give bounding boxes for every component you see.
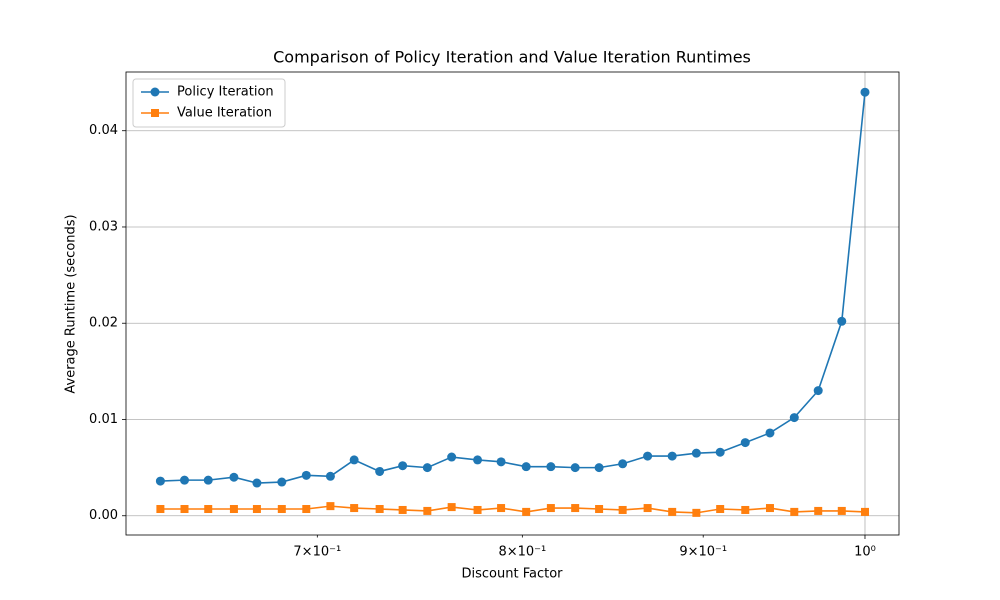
series-line xyxy=(160,92,866,484)
x-tick-label: 9×10⁻¹ xyxy=(679,545,727,560)
legend-label: Value Iteration xyxy=(177,106,272,121)
marker xyxy=(229,505,238,514)
marker xyxy=(667,451,677,461)
chart-title: Comparison of Policy Iteration and Value… xyxy=(273,48,751,67)
marker xyxy=(252,505,261,514)
marker xyxy=(229,472,239,482)
marker xyxy=(496,457,506,467)
marker xyxy=(398,505,407,514)
marker xyxy=(595,505,604,514)
y-tick-label: 0.04 xyxy=(89,123,118,138)
marker xyxy=(571,504,580,513)
marker xyxy=(350,504,359,513)
y-tick-label: 0.03 xyxy=(89,219,118,234)
marker xyxy=(570,463,580,473)
marker xyxy=(277,505,286,514)
marker xyxy=(643,504,652,513)
marker xyxy=(447,452,457,462)
marker xyxy=(716,505,725,514)
marker xyxy=(156,505,165,514)
marker xyxy=(813,386,823,396)
marker xyxy=(497,504,506,513)
marker xyxy=(180,475,190,485)
marker xyxy=(422,463,432,473)
legend-marker xyxy=(151,109,159,117)
marker xyxy=(618,459,628,469)
y-tick-label: 0.01 xyxy=(89,412,118,427)
marker xyxy=(741,505,750,514)
marker xyxy=(277,477,287,487)
marker xyxy=(522,507,531,516)
marker xyxy=(301,470,311,480)
marker xyxy=(302,505,311,514)
y-axis-label: Average Runtime (seconds) xyxy=(64,214,79,393)
marker xyxy=(594,463,604,473)
marker xyxy=(473,455,483,465)
marker xyxy=(349,455,359,465)
plot-frame xyxy=(125,71,900,536)
marker xyxy=(860,87,870,97)
marker xyxy=(814,506,823,515)
marker xyxy=(740,438,750,448)
marker xyxy=(715,447,725,457)
marker xyxy=(521,462,531,472)
marker xyxy=(375,505,384,514)
x-tick-label: 10⁰ xyxy=(854,545,876,560)
legend-label: Policy Iteration xyxy=(177,85,274,100)
marker xyxy=(546,504,555,513)
marker xyxy=(789,413,799,423)
marker xyxy=(252,478,262,488)
marker xyxy=(546,462,556,472)
marker xyxy=(618,505,627,514)
y-tick-label: 0.02 xyxy=(89,316,118,331)
marker xyxy=(668,507,677,516)
marker xyxy=(837,506,846,515)
y-tick-label: 0.00 xyxy=(89,508,118,523)
marker xyxy=(790,507,799,516)
marker xyxy=(643,451,653,461)
marker xyxy=(375,466,385,476)
marker xyxy=(860,507,869,516)
marker xyxy=(203,475,213,485)
marker xyxy=(326,502,335,511)
series-line xyxy=(160,505,866,514)
marker xyxy=(155,476,165,486)
marker xyxy=(325,471,335,481)
marker xyxy=(837,316,847,326)
marker xyxy=(204,505,213,514)
marker xyxy=(691,448,701,458)
x-axis-label: Discount Factor xyxy=(462,567,564,582)
legend-box xyxy=(132,78,286,128)
x-tick-label: 7×10⁻¹ xyxy=(293,545,341,560)
marker xyxy=(423,506,432,515)
legend-marker xyxy=(150,87,160,97)
marker xyxy=(473,505,482,514)
marker xyxy=(765,504,774,513)
marker xyxy=(765,428,775,438)
x-tick-label: 8×10⁻¹ xyxy=(498,545,546,560)
marker xyxy=(180,505,189,514)
marker xyxy=(398,461,408,471)
marker xyxy=(447,503,456,512)
marker xyxy=(692,508,701,517)
